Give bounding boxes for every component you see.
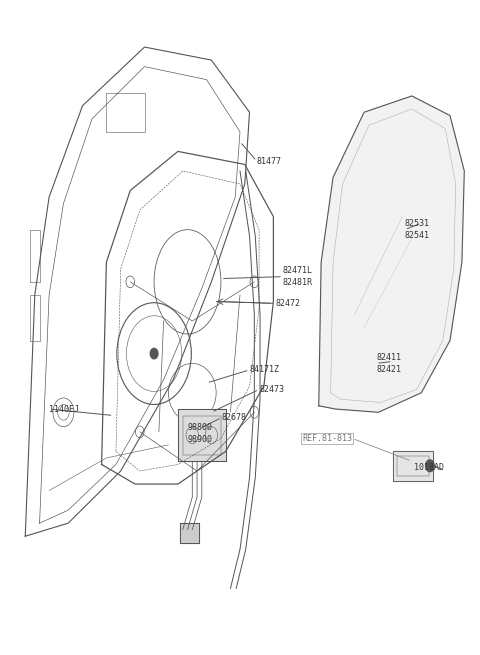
Polygon shape: [319, 96, 464, 412]
Text: 82471L
82481R: 82471L 82481R: [283, 266, 313, 287]
Polygon shape: [393, 451, 433, 481]
Circle shape: [426, 460, 434, 472]
Text: REF.81-813: REF.81-813: [302, 434, 352, 443]
Text: 84171Z: 84171Z: [250, 365, 279, 375]
Text: 81477: 81477: [257, 157, 282, 166]
Polygon shape: [180, 523, 199, 543]
Circle shape: [150, 348, 158, 359]
Text: 82472: 82472: [276, 299, 301, 308]
Text: 1140EJ: 1140EJ: [49, 405, 79, 413]
Text: 98800
98900: 98800 98900: [188, 422, 213, 443]
Text: 1018AD: 1018AD: [414, 463, 444, 472]
Text: 82531
82541: 82531 82541: [405, 219, 430, 240]
Text: 82411
82421: 82411 82421: [376, 353, 401, 374]
Text: 82473: 82473: [259, 385, 284, 394]
Text: 82678: 82678: [222, 413, 247, 422]
Polygon shape: [178, 409, 226, 461]
